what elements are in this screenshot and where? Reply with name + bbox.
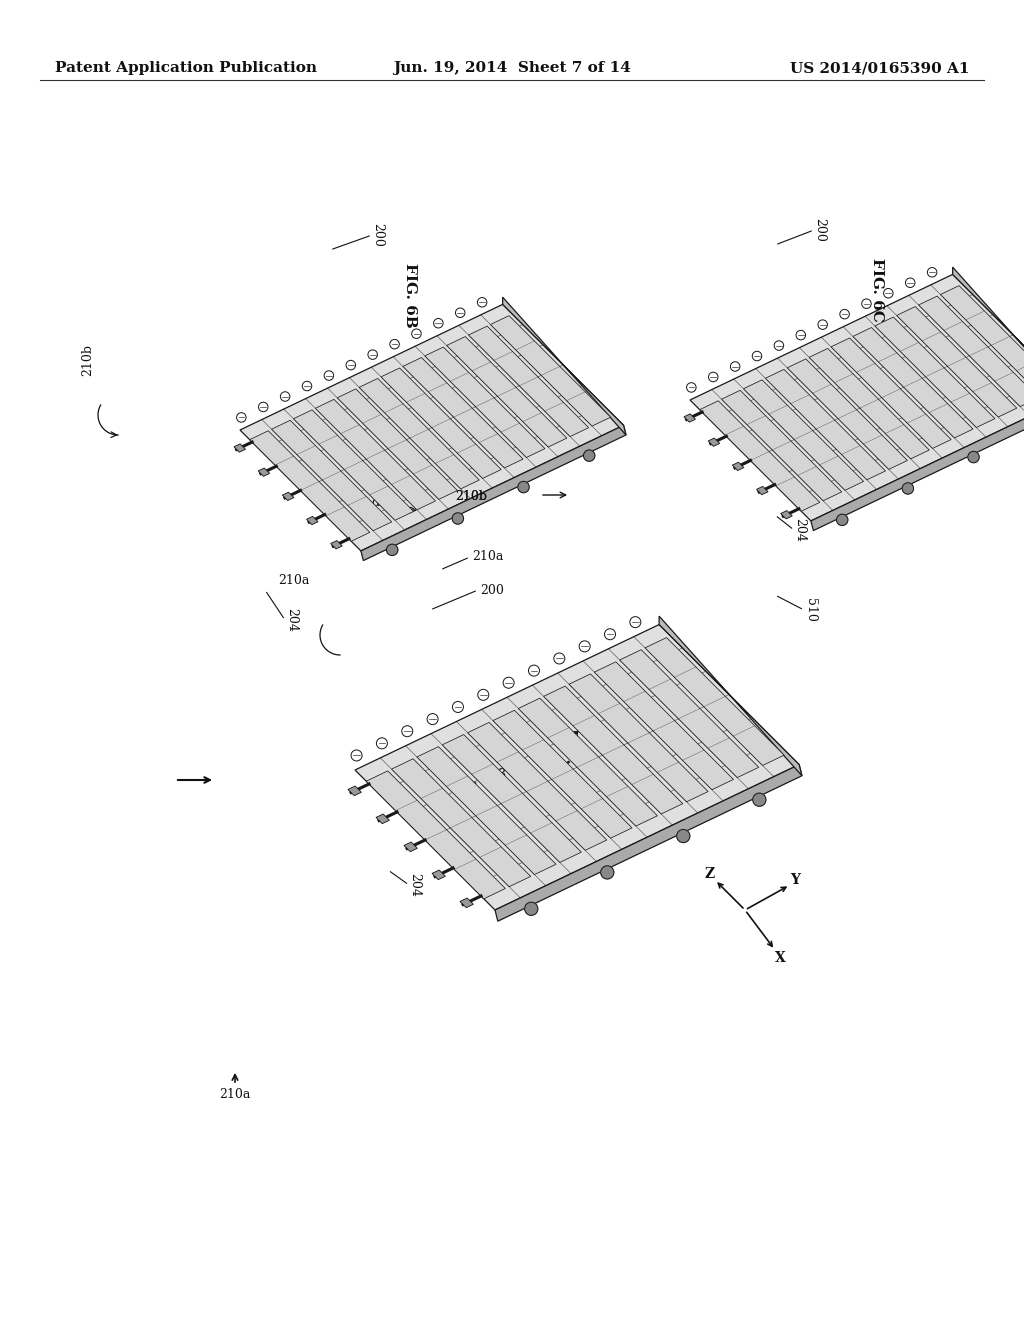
Text: d3: d3: [490, 768, 506, 781]
Polygon shape: [283, 492, 294, 500]
Circle shape: [677, 829, 690, 842]
Polygon shape: [355, 624, 799, 909]
Text: 204: 204: [286, 609, 299, 632]
Polygon shape: [757, 486, 768, 495]
Polygon shape: [367, 771, 506, 899]
Text: FIG. 6C: FIG. 6C: [870, 259, 884, 322]
Text: 204: 204: [794, 517, 807, 543]
Polygon shape: [493, 710, 632, 838]
Text: 210b: 210b: [455, 491, 487, 503]
Polygon shape: [787, 359, 907, 470]
Polygon shape: [233, 444, 246, 453]
Polygon shape: [460, 898, 473, 908]
Circle shape: [837, 515, 848, 525]
Polygon shape: [469, 326, 589, 437]
Polygon shape: [518, 698, 657, 826]
Polygon shape: [544, 686, 683, 814]
Polygon shape: [722, 391, 842, 500]
Polygon shape: [417, 747, 556, 875]
Polygon shape: [468, 722, 607, 850]
Polygon shape: [315, 400, 435, 510]
Polygon shape: [250, 430, 370, 541]
Polygon shape: [659, 616, 802, 776]
Polygon shape: [811, 395, 1024, 531]
Polygon shape: [331, 541, 342, 549]
Polygon shape: [404, 842, 418, 851]
Polygon shape: [306, 516, 318, 525]
Text: 210b: 210b: [82, 345, 94, 376]
Polygon shape: [699, 401, 820, 511]
Text: 210a: 210a: [279, 573, 310, 586]
Text: X: X: [774, 950, 785, 965]
Circle shape: [518, 482, 529, 492]
Polygon shape: [271, 420, 392, 531]
Text: 210a: 210a: [219, 1089, 251, 1101]
Polygon shape: [620, 649, 759, 777]
Polygon shape: [432, 870, 445, 879]
Polygon shape: [258, 469, 269, 477]
Polygon shape: [442, 734, 582, 862]
Polygon shape: [809, 348, 930, 459]
Text: FIG. 6A: FIG. 6A: [563, 729, 577, 792]
Polygon shape: [594, 661, 733, 789]
Text: Jun. 19, 2014  Sheet 7 of 14: Jun. 19, 2014 Sheet 7 of 14: [393, 61, 631, 75]
Polygon shape: [831, 338, 951, 449]
Polygon shape: [446, 337, 567, 447]
Polygon shape: [348, 785, 361, 796]
Polygon shape: [940, 285, 1024, 396]
Polygon shape: [402, 358, 523, 469]
Polygon shape: [381, 368, 501, 478]
Polygon shape: [743, 380, 863, 490]
Polygon shape: [391, 759, 530, 887]
Polygon shape: [360, 425, 626, 561]
Polygon shape: [732, 462, 743, 470]
Circle shape: [902, 483, 913, 494]
Polygon shape: [425, 347, 545, 458]
Circle shape: [753, 793, 766, 807]
Polygon shape: [853, 327, 973, 438]
Polygon shape: [337, 389, 458, 499]
Text: US 2014/0165390 A1: US 2014/0165390 A1: [791, 61, 970, 75]
Text: 204: 204: [409, 873, 422, 896]
Polygon shape: [645, 638, 784, 766]
Polygon shape: [503, 297, 626, 436]
Polygon shape: [569, 675, 709, 801]
Polygon shape: [376, 814, 389, 824]
Text: 210a: 210a: [472, 550, 504, 564]
Polygon shape: [684, 414, 695, 422]
Text: 200: 200: [813, 218, 826, 242]
Polygon shape: [709, 438, 720, 446]
Circle shape: [601, 866, 613, 879]
Circle shape: [386, 544, 398, 556]
Polygon shape: [495, 764, 802, 921]
Polygon shape: [690, 275, 1024, 521]
Circle shape: [968, 451, 979, 463]
Text: Patent Application Publication: Patent Application Publication: [55, 61, 317, 75]
Text: 200: 200: [480, 583, 504, 597]
Circle shape: [524, 902, 538, 915]
Polygon shape: [952, 267, 1024, 405]
Polygon shape: [294, 409, 414, 520]
Polygon shape: [240, 305, 624, 550]
Polygon shape: [919, 296, 1024, 407]
Polygon shape: [874, 317, 995, 428]
Text: 210b: 210b: [455, 491, 487, 503]
Polygon shape: [780, 511, 793, 519]
Text: d3: d3: [372, 495, 388, 508]
Polygon shape: [359, 379, 479, 488]
Polygon shape: [490, 315, 610, 426]
Circle shape: [584, 450, 595, 461]
Polygon shape: [897, 306, 1017, 417]
Text: 510: 510: [804, 598, 816, 622]
Text: Y: Y: [790, 873, 800, 887]
Circle shape: [453, 512, 464, 524]
Text: 200: 200: [372, 223, 384, 247]
Text: Z: Z: [705, 867, 715, 880]
Polygon shape: [765, 370, 886, 480]
Text: FIG. 6B: FIG. 6B: [403, 263, 417, 327]
